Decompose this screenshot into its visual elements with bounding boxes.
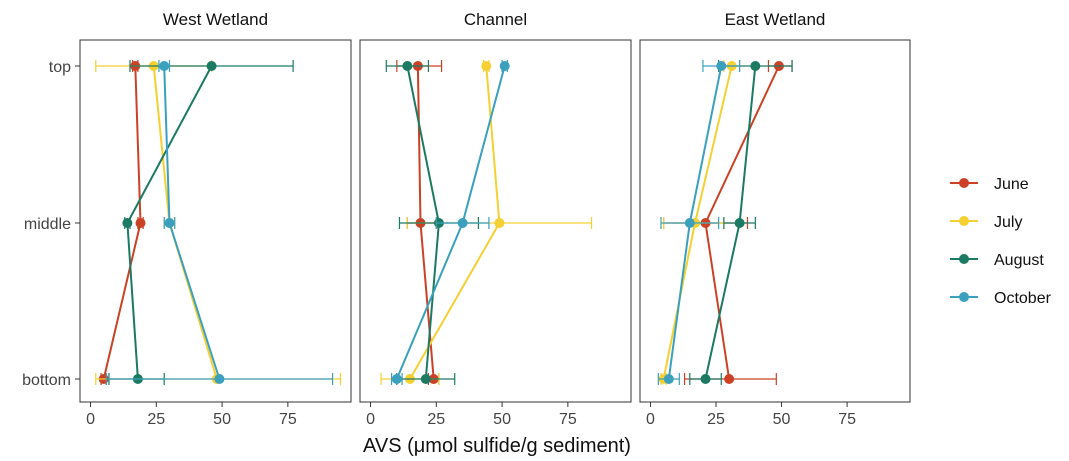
x-tick-label: 50: [773, 411, 791, 428]
legend-label: August: [994, 252, 1044, 269]
data-point: [214, 374, 225, 384]
y-tick-label: top: [49, 59, 71, 76]
data-point: [206, 61, 217, 71]
data-point: [734, 218, 745, 228]
data-point: [402, 61, 413, 71]
data-point: [457, 218, 468, 228]
series-october: [657, 60, 741, 385]
x-tick-label: 75: [279, 411, 297, 428]
legend-item-july: July: [950, 214, 1022, 231]
x-tick-label: 0: [86, 411, 95, 428]
data-point: [494, 218, 505, 228]
legend-item-june: June: [950, 176, 1029, 193]
x-tick-label: 25: [707, 411, 725, 428]
legend: June July August October: [950, 176, 1052, 307]
x-tick-label: 75: [838, 411, 856, 428]
data-point: [684, 218, 695, 228]
x-tick-label: 25: [427, 411, 445, 428]
panel-title: West Wetland: [163, 10, 268, 29]
data-point: [420, 374, 431, 384]
data-point: [164, 218, 175, 228]
data-point: [481, 61, 492, 71]
x-axis-title: AVS (μmol sulfide/g sediment): [363, 435, 631, 457]
y-tick-label: bottom: [22, 372, 71, 389]
legend-key-point: [959, 292, 969, 302]
x-tick-label: 50: [213, 411, 231, 428]
panel-channel: Channel 0 25 50 75: [359, 10, 632, 428]
data-point: [122, 218, 133, 228]
legend-item-october: October: [950, 290, 1052, 307]
x-tick-label: 0: [646, 411, 655, 428]
y-axis: top middle bottom: [22, 59, 80, 389]
legend-label: October: [994, 290, 1052, 307]
data-point: [159, 61, 170, 71]
legend-item-august: August: [950, 252, 1044, 269]
x-tick-label: 25: [147, 411, 165, 428]
data-point: [663, 374, 674, 384]
data-point: [700, 374, 711, 384]
data-point: [499, 61, 510, 71]
panel-frame: [639, 39, 911, 403]
panel-west-wetland: West Wetland 0 25 50 75: [79, 10, 352, 428]
data-point: [724, 374, 735, 384]
panel-east-wetland: East Wetland 0 25 50 75: [639, 10, 911, 428]
legend-key-point: [959, 254, 969, 264]
legend-label: July: [994, 214, 1022, 231]
y-tick-label: middle: [24, 216, 71, 233]
series-october: [390, 60, 510, 385]
x-tick-label: 0: [366, 411, 375, 428]
data-point: [135, 218, 146, 228]
data-point: [391, 374, 402, 384]
data-point: [716, 61, 727, 71]
legend-label: June: [994, 176, 1029, 193]
data-point: [750, 61, 761, 71]
panel-title: East Wetland: [725, 10, 826, 29]
panel-frame: [79, 39, 352, 403]
legend-key-point: [959, 178, 969, 188]
x-tick-label: 75: [559, 411, 577, 428]
series-october: [105, 60, 334, 385]
panel-title: Channel: [464, 10, 527, 29]
x-tick-label: 50: [493, 411, 511, 428]
legend-key-point: [959, 216, 969, 226]
